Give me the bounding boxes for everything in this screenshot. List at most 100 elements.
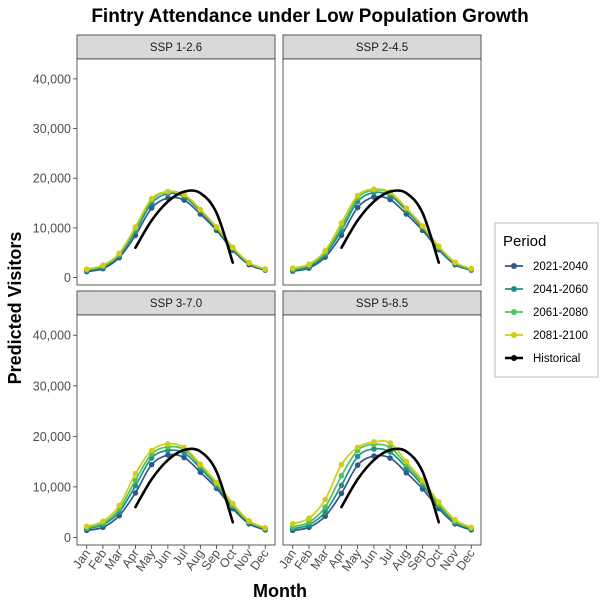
panel-ssp-3-7-0: SSP 3-7.0010,00020,00030,00040,000JanFeb… (33, 290, 276, 574)
data-point (165, 188, 171, 195)
data-point (148, 205, 155, 211)
data-point (116, 502, 122, 509)
legend-title: Period (503, 233, 546, 250)
data-point (181, 454, 187, 461)
data-point (246, 259, 252, 266)
panel-ssp-5-8-5: SSP 5-8.5JanFebMarAprMayJunJulAugSepOctN… (276, 290, 482, 574)
data-point (289, 265, 296, 271)
data-point (419, 477, 426, 484)
data-point (403, 205, 410, 211)
data-point (230, 500, 236, 507)
legend-box (494, 222, 599, 378)
chart-title: Fintry Attendance under Low Population G… (91, 6, 528, 27)
data-point (452, 516, 458, 523)
x-axis-title: Month (253, 581, 307, 601)
panel-frame (282, 314, 482, 546)
legend: Period 2021-2040 2041-2060 2061-2080 2081-2… (494, 222, 599, 378)
data-point (100, 518, 106, 525)
data-point (387, 455, 393, 461)
legend-label: 2041-2060 (533, 284, 588, 296)
data-point (322, 504, 329, 510)
facet-strip (76, 290, 276, 316)
data-point (371, 194, 377, 200)
data-point (338, 472, 345, 479)
data-point (371, 439, 377, 445)
data-point (213, 224, 220, 230)
y-tick-label: 40,000 (33, 72, 71, 86)
data-point (436, 499, 442, 505)
facet-strip-label: SSP 1-2.6 (150, 42, 202, 54)
y-tick-label: 30,000 (33, 379, 71, 393)
data-point (83, 523, 90, 530)
x-tick-label: Dec (247, 547, 271, 573)
legend-item-2041-2060: 2041-2060 (505, 284, 588, 296)
y-tick-label: 30,000 (33, 122, 71, 136)
data-point (436, 243, 442, 250)
facet-strip-label: SSP 2-4.5 (356, 42, 408, 54)
data-point (354, 192, 361, 199)
data-point (83, 266, 90, 272)
data-point (213, 479, 220, 486)
data-point (165, 441, 171, 447)
legend-label: Historical (533, 353, 580, 365)
y-tick-label: 20,000 (33, 172, 71, 186)
data-point (148, 195, 155, 202)
series-line-historical (134, 447, 235, 524)
data-point (132, 224, 139, 230)
y-tick-label: 40,000 (33, 329, 71, 343)
legend-item-historical: Historical (505, 353, 580, 365)
y-tick-label: 10,000 (33, 221, 71, 235)
legend-item-2061-2080: 2061-2080 (505, 307, 588, 319)
data-point (354, 453, 361, 460)
data-point (387, 440, 393, 446)
data-point (387, 196, 393, 203)
panel-frame (76, 314, 276, 546)
data-point (338, 220, 345, 226)
data-point (338, 482, 345, 489)
data-point (322, 509, 329, 515)
data-point (132, 477, 139, 484)
data-point (148, 461, 155, 468)
series-historical (340, 189, 441, 264)
facet-strip (282, 290, 482, 316)
data-point (322, 496, 329, 503)
y-tick-label: 20,000 (33, 430, 71, 444)
data-point (197, 461, 204, 467)
data-point (468, 524, 475, 531)
series-historical (134, 189, 235, 264)
series-line-historical (134, 189, 235, 264)
facet-strip (282, 34, 482, 60)
data-point (132, 470, 139, 477)
legend-key-point (511, 355, 517, 361)
data-point (289, 520, 296, 527)
legend-label: 2061-2080 (533, 307, 588, 319)
data-point (100, 262, 106, 268)
series-2081-2100 (289, 186, 475, 272)
data-point (262, 525, 269, 531)
legend-key-point (511, 309, 517, 315)
facet-strip-label: SSP 5-8.5 (356, 298, 408, 310)
series-historical (134, 447, 235, 524)
panel-frame (282, 58, 482, 286)
data-point (306, 515, 312, 522)
data-point (322, 247, 329, 254)
data-point (230, 244, 236, 251)
data-point (306, 261, 312, 267)
data-point (354, 204, 361, 211)
series-2081-2100 (83, 188, 269, 272)
series-2081-2100 (83, 441, 269, 531)
series-2081-2100 (289, 439, 475, 531)
legend-item-2081-2100: 2081-2100 (505, 330, 588, 342)
facet-strip-label: SSP 3-7.0 (150, 298, 202, 310)
series-line-historical (340, 447, 441, 524)
legend-item-2021-2040: 2021-2040 (505, 261, 588, 273)
data-point (371, 186, 377, 192)
data-point (132, 490, 139, 496)
data-point (197, 206, 204, 213)
panel-ssp-1-2-6: SSP 1-2.6 0 10,000 20,000 30,000 40,000 (33, 34, 276, 286)
data-point (246, 517, 252, 524)
legend-label: 2021-2040 (533, 261, 588, 273)
facet-panels: SSP 1-2.6 0 10,000 20,000 30,000 40,000 SSP 2-… (33, 34, 482, 574)
data-point (116, 250, 122, 257)
